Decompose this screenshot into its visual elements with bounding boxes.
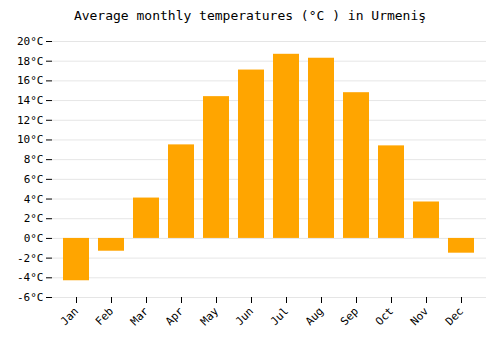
svg-text:20°C: 20°C [17, 35, 44, 48]
svg-text:-2°C: -2°C [17, 252, 44, 265]
svg-text:-6°C: -6°C [17, 291, 44, 304]
svg-text:4°C: 4°C [24, 193, 44, 206]
svg-text:-4°C: -4°C [17, 271, 44, 284]
svg-text:Mar: Mar [128, 304, 152, 328]
svg-text:6°C: 6°C [24, 173, 44, 186]
svg-text:Nov: Nov [408, 304, 432, 328]
svg-text:Oct: Oct [373, 305, 396, 328]
svg-text:16°C: 16°C [17, 74, 44, 87]
svg-text:Jun: Jun [233, 305, 256, 328]
svg-text:Dec: Dec [443, 305, 466, 328]
svg-text:Jul: Jul [268, 305, 291, 328]
svg-text:10°C: 10°C [17, 133, 44, 146]
svg-text:12°C: 12°C [17, 114, 44, 127]
svg-text:Aug: Aug [303, 305, 326, 328]
svg-text:14°C: 14°C [17, 94, 44, 107]
svg-text:Apr: Apr [163, 304, 187, 328]
svg-text:8°C: 8°C [24, 153, 44, 166]
svg-text:18°C: 18°C [17, 55, 44, 68]
svg-text:2°C: 2°C [24, 212, 44, 225]
svg-text:0°C: 0°C [24, 232, 44, 245]
svg-text:Feb: Feb [93, 305, 116, 328]
svg-text:Jan: Jan [58, 305, 81, 328]
svg-text:May: May [198, 304, 222, 328]
svg-text:Sep: Sep [338, 305, 361, 328]
html-text:Average monthly temperatures (: Average monthly temperatures (°C ) in Ur… [73, 8, 427, 23]
